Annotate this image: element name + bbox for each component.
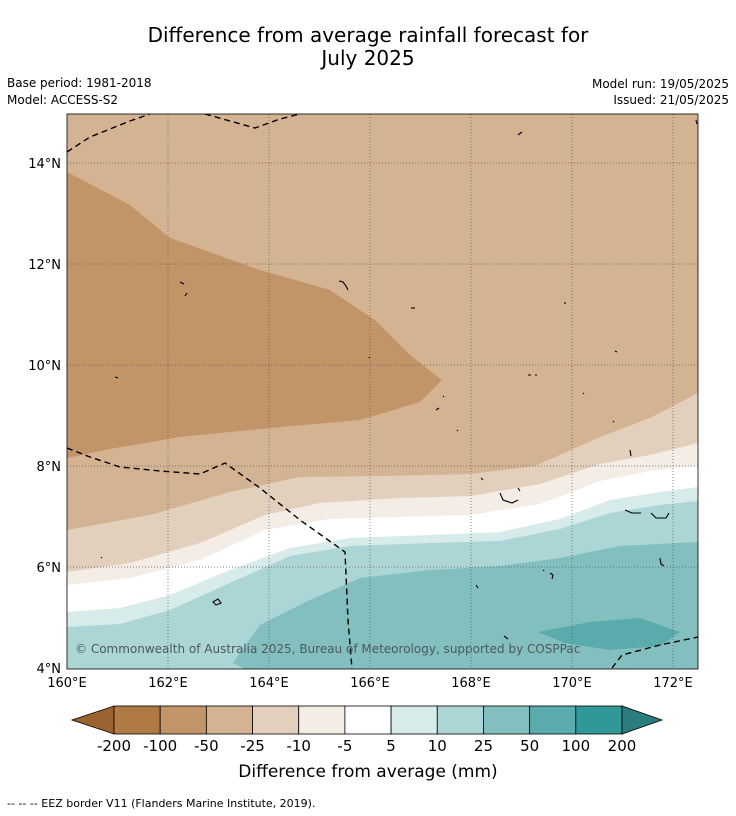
lat-label-10: 10°N	[28, 359, 61, 374]
map-title-line-2: July 2025	[321, 46, 415, 70]
colorbar-title: Difference from average (mm)	[238, 762, 498, 782]
colorbar-segment	[344, 705, 392, 735]
colorbar-segment	[205, 705, 253, 735]
lat-label-6: 6°N	[37, 561, 62, 576]
lon-label-172: 172°E	[653, 676, 693, 691]
colorbar-segment	[483, 705, 531, 735]
model-run-text: Model run: 19/05/2025	[591, 77, 729, 91]
colorbar-segment	[252, 705, 300, 735]
latitude-labels: 14°N 12°N 10°N 8°N 6°N 4°N	[28, 157, 61, 677]
lon-label-160: 160°E	[47, 676, 87, 691]
issued-text: Issued: 21/05/2025	[613, 93, 729, 107]
island-outlines	[100, 119, 698, 640]
eez-borders	[67, 114, 698, 669]
colorbar-tick-label: 200	[607, 737, 637, 755]
lat-label-14: 14°N	[28, 157, 61, 172]
lat-label-12: 12°N	[28, 258, 61, 273]
colorbar-extend-low	[70, 705, 115, 735]
lon-label-166: 166°E	[350, 676, 390, 691]
colorbar-extend-high	[621, 705, 664, 735]
base-period-text: Base period: 1981-2018	[7, 76, 152, 90]
lon-label-164: 164°E	[249, 676, 289, 691]
model-text: Model: ACCESS-S2	[7, 93, 119, 107]
colorbar-segment	[298, 705, 346, 735]
colorbar-tick-label: 50	[520, 737, 540, 755]
colorbar-segment	[159, 705, 207, 735]
colorbar-tick-label: 100	[561, 737, 591, 755]
lon-label-168: 168°E	[451, 676, 491, 691]
longitude-labels: 160°E 162°E 164°E 166°E 168°E 170°E 172°…	[47, 676, 693, 691]
colorbar-tick-label: 25	[473, 737, 493, 755]
colorbar-segment	[529, 705, 577, 735]
lon-label-162: 162°E	[148, 676, 188, 691]
contour-band-50-100-wet	[538, 618, 680, 650]
map-gridlines	[67, 114, 698, 669]
eez-legend-note: -- -- -- EEZ border V11 (Flanders Marine…	[7, 797, 316, 810]
colorbar-tick-label: -5	[337, 737, 353, 755]
colorbar-tick-label: 10	[427, 737, 447, 755]
colorbar-segment	[113, 705, 161, 735]
colorbar-tick-label: -25	[240, 737, 265, 755]
lat-label-8: 8°N	[37, 460, 62, 475]
rainfall-contours: © Commonwealth of Australia 2025, Bureau…	[67, 114, 698, 669]
colorbar-tick-label: -10	[286, 737, 311, 755]
colorbar-segment	[575, 705, 623, 735]
map-frame	[66, 113, 699, 670]
colorbar-tick-label: -100	[143, 737, 178, 755]
map-title-line-1: Difference from average rainfall forecas…	[147, 23, 589, 47]
colorbar-tick-label: -50	[194, 737, 219, 755]
copyright-notice: © Commonwealth of Australia 2025, Bureau…	[75, 642, 580, 656]
colorbar-segment	[390, 705, 438, 735]
lon-label-170: 170°E	[552, 676, 592, 691]
colorbar	[70, 705, 664, 735]
colorbar-tick-label: 5	[386, 737, 396, 755]
colorbar-tick-label: -200	[96, 737, 132, 755]
colorbar-segment	[436, 705, 484, 735]
lat-label-4: 4°N	[37, 662, 62, 677]
contour-band-50-100-dry	[67, 172, 442, 458]
